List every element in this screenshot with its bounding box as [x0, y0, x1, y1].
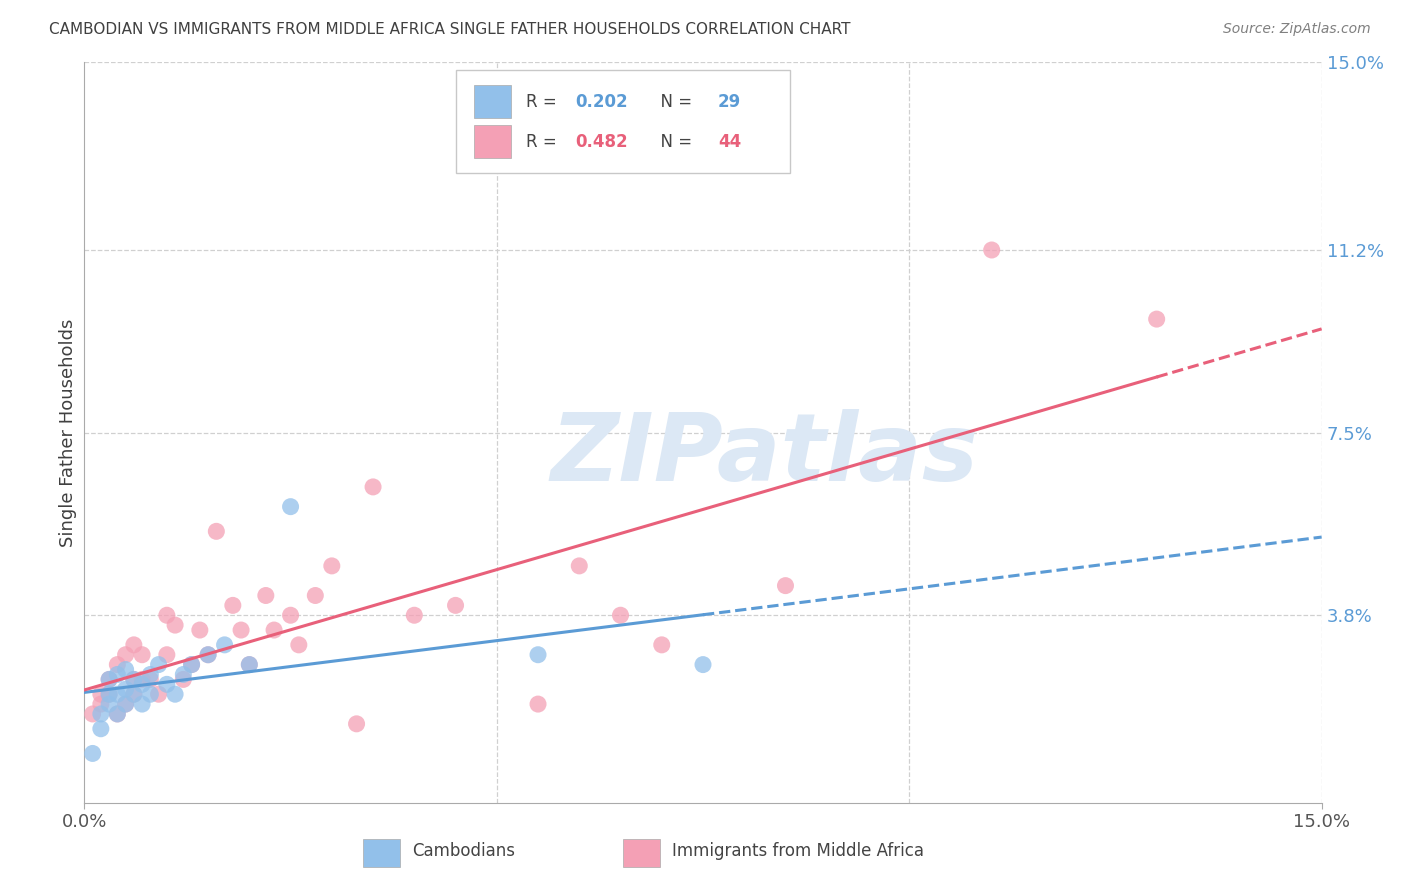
Point	[90, 706, 112, 721]
Point	[651, 638, 673, 652]
Point	[131, 677, 153, 691]
Point	[122, 673, 145, 687]
Point	[172, 667, 194, 681]
Point	[165, 618, 187, 632]
Point	[172, 673, 194, 687]
Text: Source: ZipAtlas.com: Source: ZipAtlas.com	[1223, 22, 1371, 37]
Text: Cambodians: Cambodians	[412, 842, 515, 860]
Text: 29: 29	[718, 93, 741, 111]
Point	[609, 608, 631, 623]
Point	[114, 663, 136, 677]
Point	[122, 673, 145, 687]
Point	[148, 687, 170, 701]
Point	[527, 697, 550, 711]
Text: CAMBODIAN VS IMMIGRANTS FROM MIDDLE AFRICA SINGLE FATHER HOUSEHOLDS CORRELATION : CAMBODIAN VS IMMIGRANTS FROM MIDDLE AFRI…	[49, 22, 851, 37]
Bar	[363, 839, 399, 867]
Bar	[623, 839, 659, 867]
Point	[98, 687, 121, 701]
Point	[114, 648, 136, 662]
Point	[114, 682, 136, 697]
Bar	[474, 125, 512, 158]
Point	[105, 706, 128, 721]
Point	[131, 697, 153, 711]
Text: Immigrants from Middle Africa: Immigrants from Middle Africa	[672, 842, 924, 860]
Point	[139, 687, 162, 701]
Text: R =: R =	[526, 93, 562, 111]
Point	[139, 667, 162, 681]
Point	[238, 657, 260, 672]
Point	[114, 697, 136, 711]
Point	[188, 623, 211, 637]
Point	[82, 706, 104, 721]
Point	[105, 657, 128, 672]
Point	[90, 722, 112, 736]
Text: 0.202: 0.202	[575, 93, 628, 111]
Point	[105, 687, 128, 701]
Text: 0.482: 0.482	[575, 133, 628, 151]
Point	[122, 638, 145, 652]
Point	[98, 687, 121, 701]
Text: R =: R =	[526, 133, 562, 151]
Point	[527, 648, 550, 662]
Point	[980, 243, 1002, 257]
Point	[148, 657, 170, 672]
Point	[139, 673, 162, 687]
Point	[444, 599, 467, 613]
Point	[98, 673, 121, 687]
Point	[180, 657, 202, 672]
Point	[131, 673, 153, 687]
Point	[692, 657, 714, 672]
Point	[254, 589, 277, 603]
Point	[98, 673, 121, 687]
Point	[346, 716, 368, 731]
FancyBboxPatch shape	[456, 70, 790, 173]
Point	[775, 579, 797, 593]
Point	[280, 500, 302, 514]
Point	[98, 697, 121, 711]
Point	[222, 599, 245, 613]
Point	[82, 747, 104, 761]
Point	[205, 524, 228, 539]
Point	[229, 623, 252, 637]
Point	[131, 648, 153, 662]
Point	[165, 687, 187, 701]
Point	[105, 667, 128, 681]
Point	[156, 677, 179, 691]
Point	[288, 638, 311, 652]
Point	[361, 480, 384, 494]
Point	[214, 638, 236, 652]
Point	[156, 648, 179, 662]
Point	[238, 657, 260, 672]
Point	[114, 697, 136, 711]
Point	[568, 558, 591, 573]
Point	[122, 687, 145, 701]
Point	[1146, 312, 1168, 326]
Text: ZIPatlas: ZIPatlas	[551, 409, 979, 500]
Text: N =: N =	[650, 93, 697, 111]
Point	[197, 648, 219, 662]
Text: 44: 44	[718, 133, 741, 151]
Bar	[474, 85, 512, 119]
Point	[180, 657, 202, 672]
Y-axis label: Single Father Households: Single Father Households	[59, 318, 77, 547]
Text: N =: N =	[650, 133, 697, 151]
Point	[156, 608, 179, 623]
Point	[90, 697, 112, 711]
Point	[263, 623, 285, 637]
Point	[321, 558, 343, 573]
Point	[122, 687, 145, 701]
Point	[304, 589, 326, 603]
Point	[197, 648, 219, 662]
Point	[280, 608, 302, 623]
Point	[404, 608, 426, 623]
Point	[105, 706, 128, 721]
Point	[90, 687, 112, 701]
